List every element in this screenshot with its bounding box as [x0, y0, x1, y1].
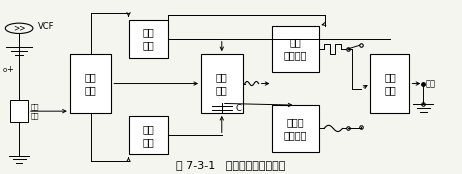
Bar: [70, 54, 111, 113]
Text: 输出: 输出: [426, 79, 436, 88]
Text: VCF: VCF: [37, 22, 54, 31]
Text: >>: >>: [13, 24, 25, 33]
Text: o: o: [3, 67, 7, 73]
Bar: [128, 116, 168, 154]
Bar: [201, 54, 243, 113]
Text: 方波
形成电路: 方波 形成电路: [284, 37, 307, 61]
Text: +: +: [6, 65, 13, 74]
Bar: [10, 100, 28, 122]
Text: 图 7-3-1   信号发生器组成框图: 图 7-3-1 信号发生器组成框图: [176, 160, 286, 170]
Bar: [371, 54, 409, 113]
Bar: [273, 26, 318, 72]
Text: C: C: [236, 104, 242, 113]
Text: 正弦波
形成电路: 正弦波 形成电路: [284, 117, 307, 140]
Text: 频率
调节: 频率 调节: [30, 104, 39, 118]
Bar: [128, 20, 168, 58]
Text: 负流
电源: 负流 电源: [142, 124, 154, 147]
Text: 调整
放大: 调整 放大: [85, 72, 97, 95]
Bar: [273, 105, 318, 152]
Text: 正流
电源: 正流 电源: [142, 27, 154, 50]
Text: 电流
开关: 电流 开关: [216, 72, 228, 95]
Text: 放大
电路: 放大 电路: [384, 72, 396, 95]
